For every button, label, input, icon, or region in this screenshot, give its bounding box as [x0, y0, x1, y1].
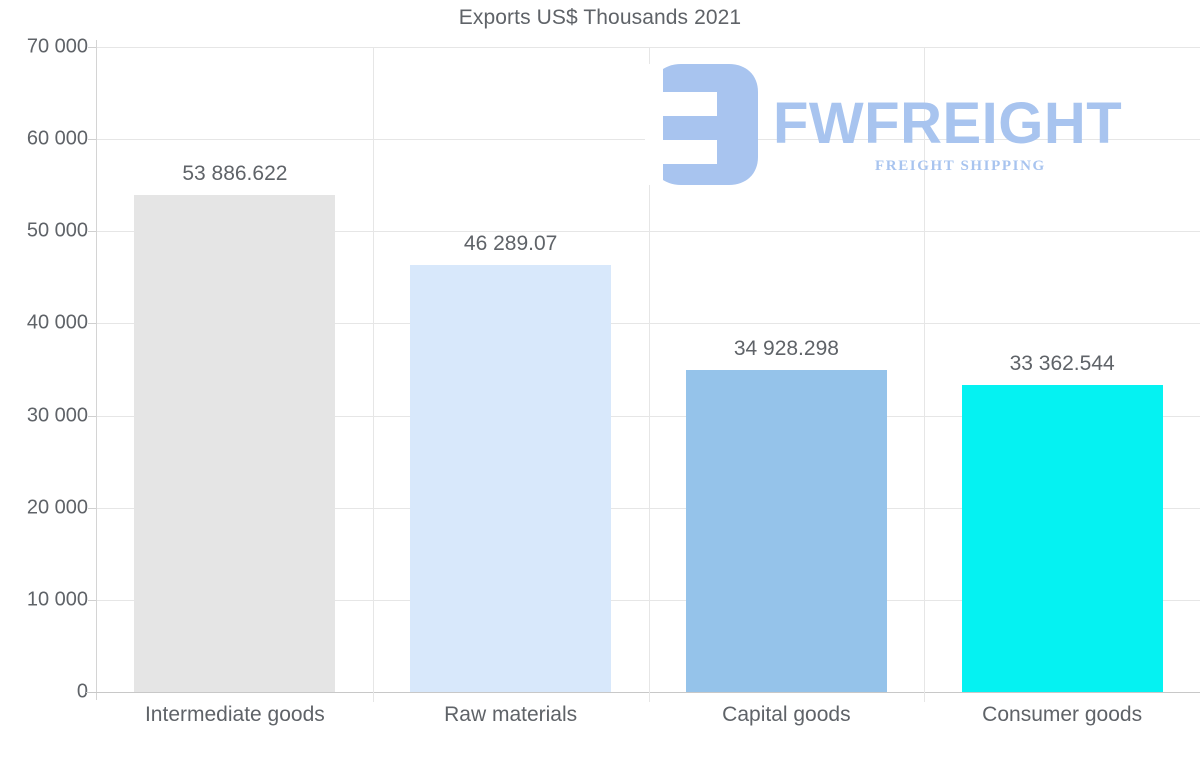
y-tick-mark	[88, 600, 97, 601]
gridline	[97, 600, 1200, 601]
y-axis-tick-label: 40 000	[26, 311, 88, 334]
gridline	[97, 47, 1200, 48]
category-divider	[373, 47, 374, 702]
x-axis-category-label: Raw materials	[444, 703, 578, 726]
y-tick-mark	[88, 47, 97, 48]
y-axis-tick-label: 50 000	[26, 219, 88, 242]
bar-value-label: 34 928.298	[733, 337, 839, 361]
bar[interactable]	[134, 195, 335, 692]
y-axis-tick-label: 60 000	[26, 127, 88, 150]
gridline	[97, 323, 1200, 324]
bar-value-label: 53 886.622	[182, 162, 288, 186]
gridline	[97, 508, 1200, 509]
y-tick-mark	[88, 508, 97, 509]
plot-area	[97, 47, 1200, 692]
y-tick-mark	[88, 416, 97, 417]
bar[interactable]	[962, 385, 1163, 692]
bar[interactable]	[686, 370, 887, 692]
bar[interactable]	[410, 265, 611, 692]
x-axis-category-label: Capital goods	[722, 703, 851, 726]
category-divider	[924, 47, 925, 702]
x-axis-line	[86, 692, 1200, 693]
x-axis-category-label: Consumer goods	[982, 703, 1143, 726]
y-axis-tick-label: 0	[76, 680, 88, 703]
category-divider	[649, 47, 650, 702]
y-axis-line	[96, 40, 97, 700]
x-axis-category-label: Intermediate goods	[144, 703, 325, 726]
bar-value-label: 33 362.544	[1009, 351, 1115, 375]
y-axis-tick-label: 30 000	[26, 404, 88, 427]
y-axis-tick-label: 10 000	[26, 588, 88, 611]
gridline	[97, 416, 1200, 417]
y-tick-mark	[88, 323, 97, 324]
gridline	[97, 231, 1200, 232]
y-axis-tick-label: 20 000	[26, 496, 88, 519]
y-tick-mark	[88, 231, 97, 232]
chart-title: Exports US$ Thousands 2021	[458, 6, 742, 29]
y-tick-mark	[88, 139, 97, 140]
y-axis-tick-label: 70 000	[26, 35, 88, 58]
bar-value-label: 46 289.07	[463, 232, 558, 256]
